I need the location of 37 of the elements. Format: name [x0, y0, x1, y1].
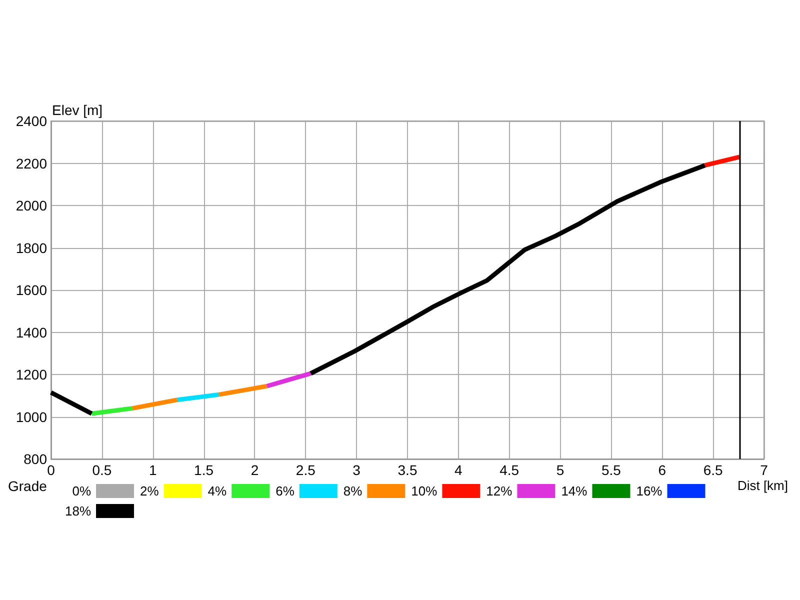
x-tick-label: 2.5 — [296, 462, 316, 478]
x-tick-label: 7 — [760, 462, 768, 478]
x-tick-label: 6 — [658, 462, 666, 478]
legend-label: 10% — [411, 484, 438, 498]
y-tick-label: 2000 — [16, 198, 48, 214]
x-tick-label: 1.5 — [194, 462, 214, 478]
x-axis-title: Dist [km] — [737, 478, 788, 493]
y-tick-label: 1000 — [16, 408, 48, 425]
legend-label: 6% — [276, 484, 295, 498]
y-axis-title: Elev [m] — [52, 102, 103, 118]
x-tick-label: 5 — [556, 462, 564, 478]
x-tick-label: 5.5 — [601, 462, 622, 478]
legend-label: 0% — [72, 484, 92, 498]
x-tick-label: 2 — [250, 462, 259, 478]
y-tick-label: 1800 — [16, 240, 48, 256]
x-tick-label: 4 — [454, 462, 463, 478]
x-tick-label: 3 — [352, 462, 361, 478]
x-tick-label: 6.5 — [703, 462, 724, 478]
legend-label: 4% — [208, 484, 228, 498]
y-tick-label: 800 — [24, 451, 48, 467]
y-tick-label: 1400 — [16, 324, 48, 340]
x-tick-label: 3.5 — [398, 462, 418, 478]
y-tick-label: 1200 — [16, 366, 48, 382]
legend-label: 14% — [561, 484, 588, 498]
y-tick-label: 1600 — [16, 282, 48, 298]
x-tick-label: 4.5 — [500, 462, 520, 478]
legend-label: 8% — [343, 484, 363, 498]
legend-label: 12% — [486, 484, 513, 498]
legend-title: Grade — [8, 478, 48, 494]
x-tick-label: 0.5 — [92, 462, 112, 478]
legend-label: 16% — [636, 484, 663, 498]
x-tick-label: 0 — [47, 462, 56, 478]
y-tick-label: 2200 — [16, 155, 48, 172]
legend-label: 18% — [64, 504, 92, 518]
legend-label: 2% — [140, 484, 160, 498]
y-tick-label: 2400 — [16, 113, 48, 129]
x-tick-label: 1 — [148, 462, 157, 478]
